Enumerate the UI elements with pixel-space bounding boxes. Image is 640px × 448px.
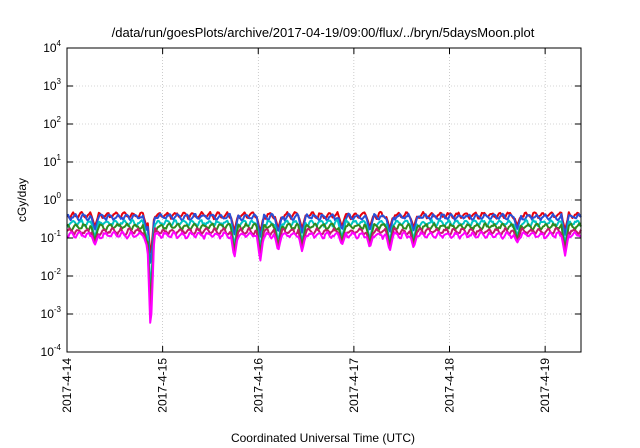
x-axis-label: Coordinated Universal Time (UTC) — [231, 431, 415, 445]
x-tick-label: 2017-4-17 — [347, 358, 361, 413]
x-tick-label: 2017-4-14 — [60, 358, 74, 413]
x-tick-label: 2017-4-16 — [251, 358, 265, 413]
ticks — [66, 47, 581, 353]
y-tick-label: 10-1 — [41, 229, 62, 245]
x-tick-label: 2017-4-18 — [443, 358, 457, 413]
y-tick-label: 10-4 — [41, 343, 62, 359]
chart-title: /data/run/goesPlots/archive/2017-04-19/0… — [112, 25, 535, 40]
y-axis-label: cGy/day — [15, 178, 29, 222]
y-tick-label: 102 — [43, 115, 61, 131]
x-tick-label: 2017-4-15 — [156, 358, 170, 413]
y-tick-label: 10-2 — [41, 267, 62, 283]
y-tick-label: 10-3 — [41, 305, 62, 321]
x-tick-labels: 2017-4-14 2017-4-15 2017-4-16 2017-4-17 2017… — [60, 358, 552, 413]
x-tick-label: 2017-4-19 — [538, 358, 552, 413]
series-line — [66, 230, 582, 324]
y-tick-label: 100 — [43, 191, 61, 207]
grid — [67, 48, 581, 352]
y-tick-labels: 10-4 10-3 10-2 10-1 100 101 102 103 104 — [41, 39, 62, 359]
plot-frame — [66, 47, 582, 353]
series-lines — [66, 210, 582, 324]
y-tick-label: 103 — [43, 77, 61, 93]
y-tick-label: 101 — [43, 153, 61, 169]
y-tick-label: 104 — [43, 39, 61, 55]
